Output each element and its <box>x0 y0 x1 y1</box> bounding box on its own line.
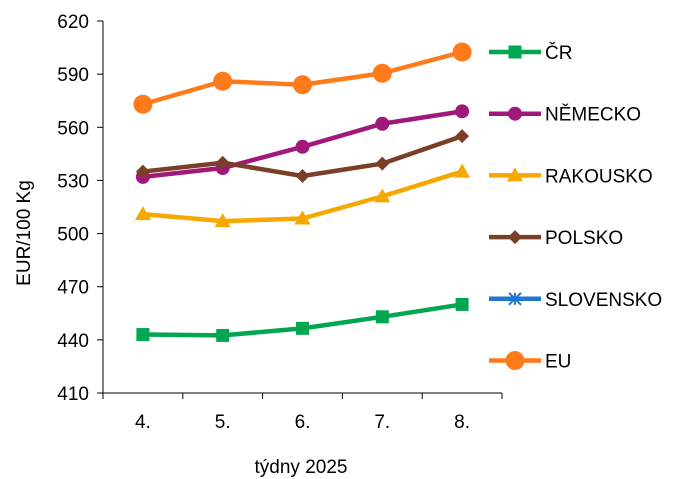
data-point <box>214 213 231 228</box>
legend-label: RAKOUSKO <box>545 166 653 187</box>
legend: ČR NĚMECKO RAKOUSKO POLSKO SLOVENSKO EU <box>489 42 662 373</box>
y-axis-title: EUR/100 Kg <box>14 180 35 286</box>
data-point <box>452 42 472 62</box>
data-point <box>215 155 230 170</box>
y-tick-label: 620 <box>57 12 89 33</box>
data-point <box>295 169 310 183</box>
series-polsko <box>135 129 470 183</box>
data-point <box>455 104 470 119</box>
series--r <box>136 297 469 342</box>
x-tick-label: 7. <box>374 412 390 433</box>
data-point <box>136 328 150 342</box>
data-point <box>375 156 390 171</box>
x-axis-title: týdny 2025 <box>255 457 348 478</box>
series-rakousko <box>134 163 471 228</box>
data-point <box>455 297 469 311</box>
data-point <box>296 321 309 335</box>
legend-entry: EU <box>489 351 571 373</box>
legend-marker <box>507 167 523 182</box>
legend-marker <box>508 230 522 245</box>
y-tick-label: 470 <box>57 278 89 299</box>
data-point <box>294 210 311 225</box>
legend-entry: POLSKO <box>489 228 623 249</box>
data-point <box>293 75 312 95</box>
data-point <box>216 328 230 342</box>
data-point <box>213 71 233 91</box>
data-point <box>135 164 150 179</box>
data-point <box>374 188 391 203</box>
legend-entry: NĚMECKO <box>489 104 641 126</box>
data-point <box>375 310 389 324</box>
data-point <box>372 63 392 83</box>
y-tick-label: 590 <box>57 65 89 86</box>
x-tick-label: 6. <box>295 412 311 433</box>
series-eu <box>133 42 472 114</box>
x-tick-label: 5. <box>215 412 231 433</box>
data-point <box>375 116 390 131</box>
legend-entry: RAKOUSKO <box>489 166 653 187</box>
legend-marker <box>508 106 522 121</box>
x-tick-label: 8. <box>454 412 470 433</box>
y-tick-label: 500 <box>57 225 89 246</box>
legend-marker <box>505 351 525 370</box>
data-point <box>455 129 470 144</box>
series-layer <box>133 42 472 342</box>
data-point <box>454 163 471 178</box>
y-tick-label: 440 <box>57 331 89 352</box>
legend-label: NĚMECKO <box>545 104 641 126</box>
legend-label: POLSKO <box>545 228 623 249</box>
legend-marker <box>508 45 522 59</box>
data-point <box>133 94 153 114</box>
y-tick-label: 410 <box>57 384 89 405</box>
legend-label: ČR <box>545 42 572 64</box>
legend-label: EU <box>545 352 571 373</box>
legend-entry: SLOVENSKO <box>489 290 662 311</box>
y-tick-label: 530 <box>57 171 89 192</box>
data-point <box>134 206 151 221</box>
legend-label: SLOVENSKO <box>545 290 662 311</box>
data-point <box>295 139 310 154</box>
legend-marker <box>508 292 522 306</box>
axes: 410 440 470 500 530 560 590 620 4. 5. 6. 7. 8. <box>57 12 503 433</box>
x-tick-label: 4. <box>135 412 151 433</box>
legend-entry: ČR <box>489 42 572 64</box>
y-tick-label: 560 <box>57 118 89 139</box>
